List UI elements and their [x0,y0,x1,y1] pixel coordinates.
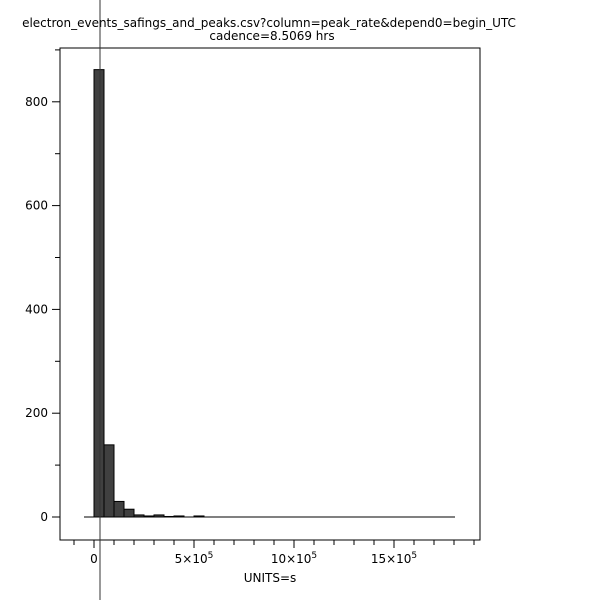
y-tick-label: 0 [40,510,48,524]
chart-subtitle: cadence=8.5069 hrs [209,29,334,43]
histogram-bar [103,444,115,518]
x-tick-label: 15×105 [371,551,417,566]
x-axis-label: UNITS=s [244,571,297,585]
y-tick-label: 200 [25,406,48,420]
chart-title: electron_events_safings_and_peaks.csv?co… [22,16,516,30]
histogram-bar [123,508,135,518]
x-tick-label: 0 [90,552,98,566]
histogram-bar [133,514,145,518]
histogram-bar [113,500,125,518]
y-tick-label: 400 [25,302,48,316]
x-tick-label: 10×105 [271,551,317,566]
x-tick-label: 5×105 [175,551,214,566]
histogram-bar [163,515,175,518]
y-tick-label: 600 [25,199,48,213]
histogram-bar [93,69,105,518]
histogram-bar [173,515,185,518]
histogram-bar [143,515,155,518]
y-tick-label: 800 [25,95,48,109]
plot-area [59,47,481,541]
histogram-bar [193,515,205,518]
histogram-bar [153,514,165,518]
